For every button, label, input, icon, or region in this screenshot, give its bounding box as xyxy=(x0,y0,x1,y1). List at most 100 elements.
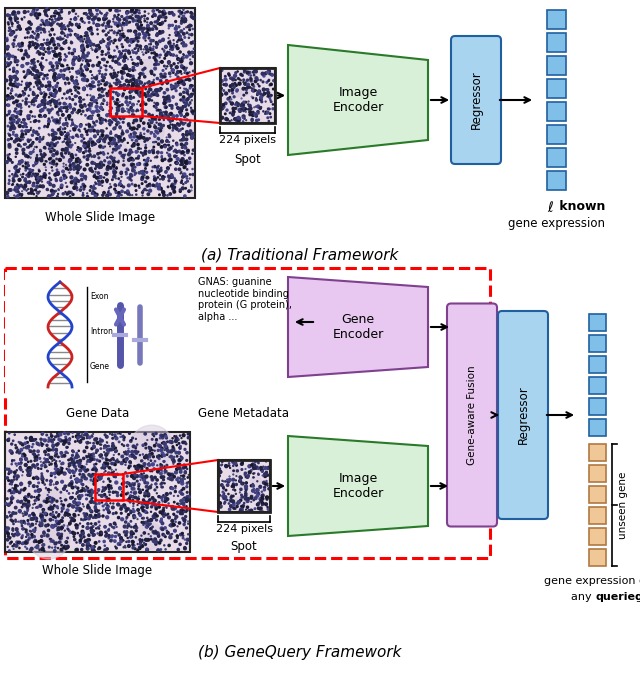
Circle shape xyxy=(25,52,28,56)
Circle shape xyxy=(122,50,124,52)
Circle shape xyxy=(107,463,109,464)
Text: gene expression of: gene expression of xyxy=(544,576,640,586)
Circle shape xyxy=(70,458,72,460)
Circle shape xyxy=(145,447,147,449)
Circle shape xyxy=(240,479,241,481)
Circle shape xyxy=(28,494,30,496)
Circle shape xyxy=(45,513,47,516)
Circle shape xyxy=(78,495,81,498)
Circle shape xyxy=(52,540,54,542)
Circle shape xyxy=(149,447,152,450)
Circle shape xyxy=(14,111,15,112)
Circle shape xyxy=(52,135,54,137)
Circle shape xyxy=(187,73,188,74)
Circle shape xyxy=(119,127,121,129)
Circle shape xyxy=(106,121,107,122)
Circle shape xyxy=(242,104,244,106)
Circle shape xyxy=(41,116,42,117)
Circle shape xyxy=(257,79,259,81)
Circle shape xyxy=(132,159,134,161)
Circle shape xyxy=(113,162,115,164)
Circle shape xyxy=(151,502,154,504)
Circle shape xyxy=(156,33,159,35)
Circle shape xyxy=(63,163,64,164)
Circle shape xyxy=(104,138,106,140)
Circle shape xyxy=(80,466,83,468)
Circle shape xyxy=(107,442,108,443)
Circle shape xyxy=(63,545,65,547)
Circle shape xyxy=(136,24,138,25)
Circle shape xyxy=(170,456,173,458)
Circle shape xyxy=(81,18,83,20)
Circle shape xyxy=(98,502,100,504)
Circle shape xyxy=(145,88,147,89)
Circle shape xyxy=(106,507,108,510)
Circle shape xyxy=(165,446,168,449)
Circle shape xyxy=(34,77,36,79)
Circle shape xyxy=(113,171,114,172)
Circle shape xyxy=(76,527,78,529)
Circle shape xyxy=(148,184,150,186)
Circle shape xyxy=(270,83,272,85)
Circle shape xyxy=(90,14,93,16)
Circle shape xyxy=(118,62,120,65)
Circle shape xyxy=(87,542,90,544)
Circle shape xyxy=(186,131,188,133)
Circle shape xyxy=(166,140,168,142)
Circle shape xyxy=(81,45,84,47)
Circle shape xyxy=(67,34,68,36)
Circle shape xyxy=(70,159,72,161)
Circle shape xyxy=(106,498,107,500)
Circle shape xyxy=(60,56,61,58)
Circle shape xyxy=(6,39,8,41)
Circle shape xyxy=(127,123,130,125)
Circle shape xyxy=(188,523,189,524)
Circle shape xyxy=(56,450,57,451)
Circle shape xyxy=(171,506,174,508)
Circle shape xyxy=(15,108,17,110)
Circle shape xyxy=(187,11,188,13)
Circle shape xyxy=(53,100,54,102)
Circle shape xyxy=(150,506,152,508)
Circle shape xyxy=(263,466,264,467)
Circle shape xyxy=(129,501,131,503)
Circle shape xyxy=(102,74,103,75)
Circle shape xyxy=(90,479,92,481)
Circle shape xyxy=(189,95,191,98)
Circle shape xyxy=(74,457,76,459)
Circle shape xyxy=(100,130,102,132)
Circle shape xyxy=(232,83,234,86)
Circle shape xyxy=(49,506,52,510)
Circle shape xyxy=(99,176,102,178)
Circle shape xyxy=(24,178,26,180)
Text: gene: gene xyxy=(632,592,640,602)
Circle shape xyxy=(54,133,55,134)
Circle shape xyxy=(146,159,148,162)
Circle shape xyxy=(147,482,148,484)
Circle shape xyxy=(25,124,26,125)
Circle shape xyxy=(113,170,116,173)
Circle shape xyxy=(95,50,97,52)
Circle shape xyxy=(10,480,13,483)
Circle shape xyxy=(186,73,188,75)
Circle shape xyxy=(226,109,228,111)
Circle shape xyxy=(48,42,51,44)
Circle shape xyxy=(77,432,80,435)
Circle shape xyxy=(92,517,94,519)
Circle shape xyxy=(20,49,22,52)
Circle shape xyxy=(121,16,122,17)
Circle shape xyxy=(8,111,11,113)
Circle shape xyxy=(239,476,241,479)
Circle shape xyxy=(9,176,10,177)
Circle shape xyxy=(8,113,10,115)
Circle shape xyxy=(192,28,193,30)
Circle shape xyxy=(170,64,172,67)
Circle shape xyxy=(106,65,107,67)
Circle shape xyxy=(169,456,170,457)
Circle shape xyxy=(250,496,253,499)
Circle shape xyxy=(170,176,172,178)
Circle shape xyxy=(80,58,81,59)
Circle shape xyxy=(34,13,36,15)
Circle shape xyxy=(28,504,30,506)
Circle shape xyxy=(94,188,95,189)
